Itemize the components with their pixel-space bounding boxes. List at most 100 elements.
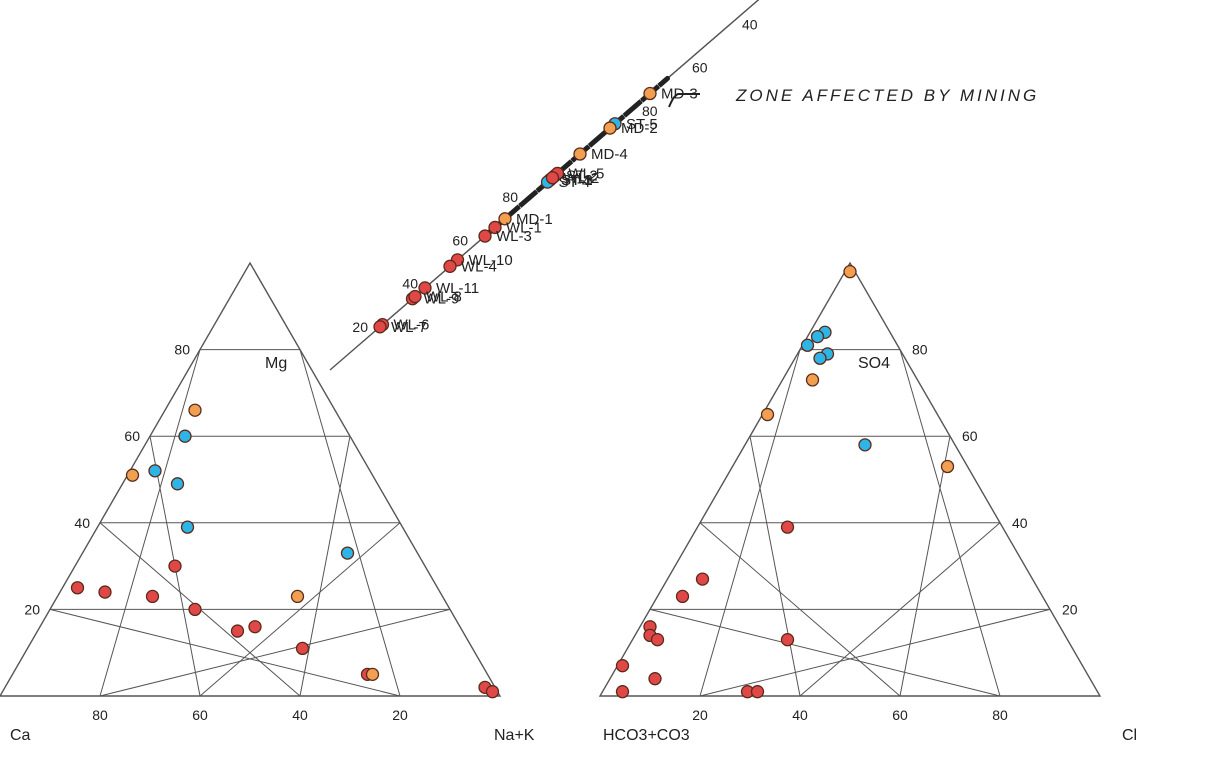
cation-point-5 xyxy=(170,477,185,491)
cation-point-6 xyxy=(180,520,195,534)
tick-anion-bottom-80: 80 xyxy=(992,707,1008,723)
cation-point-16 xyxy=(295,641,310,656)
diamond-point-wl-3 xyxy=(478,229,492,243)
cation-point-3 xyxy=(148,464,162,478)
cation-point-2 xyxy=(178,429,192,443)
diamond-point-wl-1 xyxy=(488,220,502,235)
cation-point-4 xyxy=(125,468,140,482)
data-points xyxy=(70,86,955,699)
cation-point-9 xyxy=(70,581,85,595)
anion-point-13 xyxy=(675,589,690,604)
anion-point-22 xyxy=(750,685,765,699)
tick-diamond-upper-right-60: 60 xyxy=(692,60,708,76)
tick-cation-bottom-80: 80 xyxy=(92,707,108,723)
point-label-wl-1: WL-1 xyxy=(506,219,542,236)
tick-cation-bottom-60: 60 xyxy=(192,707,208,723)
point-labels: MD-4 ST-2ST-3ST-1 MD-1 ST-4 MD-3 WL-10 ST-5 WL-… xyxy=(391,86,698,336)
anion-grid-line-cl-60 xyxy=(699,522,901,697)
tick-anion-right-40: 40 xyxy=(1012,515,1028,531)
point-label-wl-6: WL-6 xyxy=(394,317,430,334)
title-hco3-co3: HCO3+CO3 xyxy=(603,727,690,744)
diamond-point-wl-4 xyxy=(443,259,457,273)
anion-grid-line-hco3-40 xyxy=(799,522,1001,697)
anion-point-18 xyxy=(615,659,630,673)
tick-anion-bottom-40: 40 xyxy=(792,707,808,723)
tick-diamond-upper-left-80: 80 xyxy=(502,189,518,205)
anion-grid-line-cl-40 xyxy=(749,436,801,697)
anion-grid-line-hco3-60 xyxy=(899,436,951,697)
diamond-point-wl-2 xyxy=(545,171,560,185)
tick-anion-bottom-60: 60 xyxy=(892,707,908,723)
title-na-k: Na+K xyxy=(494,727,535,744)
tick-diamond-upper-right-80: 80 xyxy=(642,103,658,119)
anion-point-6 xyxy=(813,351,827,365)
point-label-md-1: MD-1 xyxy=(516,211,553,228)
anion-point-16 xyxy=(650,633,665,647)
diamond-point-md-3 xyxy=(643,86,657,101)
tick-anion-bottom-20: 20 xyxy=(692,707,708,723)
tick-diamond-upper-left-20: 20 xyxy=(352,319,368,335)
point-label-wl-5: WL-5 xyxy=(569,165,605,182)
annotation-text: ZONE AFFECTED BY MINING xyxy=(735,86,1039,105)
tick-anion-right-60: 60 xyxy=(962,428,978,444)
cation-point-13 xyxy=(188,602,202,617)
annotation-leader-line xyxy=(668,93,700,108)
cation-point-14 xyxy=(230,624,245,638)
cation-point-10 xyxy=(98,585,112,599)
anion-point-3 xyxy=(810,329,825,344)
tick-anion-right-80: 80 xyxy=(912,342,928,358)
tick-cation-bottom-20: 20 xyxy=(392,707,408,723)
anion-point-17 xyxy=(780,633,795,647)
anion-grid-line-hco3-80 xyxy=(899,349,1001,697)
point-label-st-4: ST-4 xyxy=(559,174,591,191)
anion-point-4 xyxy=(800,338,815,352)
cation-point-20 xyxy=(485,685,500,699)
cation-grid-line-ca-20 xyxy=(99,608,451,697)
cation-grid-line-ca-60 xyxy=(299,436,351,697)
point-label-md-2: MD-2 xyxy=(621,120,658,137)
diamond-point-md-1 xyxy=(498,212,512,226)
tick-diamond-upper-left-40: 40 xyxy=(402,276,418,292)
tick-labels: 80 60 40 20 20 40 60 80 20 40 60 80 20 40 60 80 20 40 60 80… xyxy=(24,16,1078,723)
anion-point-7 xyxy=(805,373,820,387)
cation-grid-line-ca-80 xyxy=(299,349,401,697)
anion-point-9 xyxy=(858,438,872,452)
point-label-st-5: ST-5 xyxy=(626,116,658,133)
diamond-point-md-4 xyxy=(573,147,587,161)
point-label-wl-4: WL-4 xyxy=(461,258,497,275)
diamond-point-wl-7 xyxy=(373,320,387,334)
title-so4: SO4 xyxy=(858,355,890,372)
cation-point-8 xyxy=(168,559,182,573)
anion-point-19 xyxy=(648,672,662,686)
anion-grid-line-hco3-20 xyxy=(699,608,1051,697)
tick-cation-left-40: 40 xyxy=(74,515,90,531)
tick-diamond-upper-right-40: 40 xyxy=(742,16,758,32)
cation-point-18 xyxy=(365,667,380,681)
tick-anion-right-20: 20 xyxy=(1062,601,1078,617)
cation-grid-line-ca-40 xyxy=(199,522,401,697)
anion-grid-line-cl-80 xyxy=(649,608,1001,697)
point-label-wl-2: WL-2 xyxy=(564,170,600,187)
diamond-point-wl-8 xyxy=(408,289,422,304)
point-label-wl-8: WL-8 xyxy=(426,289,462,306)
point-label-st-2: ST-2 xyxy=(566,168,598,185)
anion-point-8 xyxy=(760,407,775,422)
point-label-wl-11: WL-11 xyxy=(436,280,479,297)
cation-triangle xyxy=(0,261,502,697)
zone-annotation: ZONE AFFECTED BY MINING xyxy=(668,86,1039,108)
diamond-point-md-2 xyxy=(603,121,617,135)
point-label-wl-7: WL-7 xyxy=(391,319,427,336)
title-cl: Cl xyxy=(1122,727,1137,744)
tick-cation-left-60: 60 xyxy=(124,428,140,444)
tick-cation-bottom-40: 40 xyxy=(292,707,308,723)
anion-point-20 xyxy=(615,685,630,699)
anion-point-1 xyxy=(843,265,857,279)
point-label-wl-10: WL-10 xyxy=(469,252,513,269)
title-ca: Ca xyxy=(10,727,31,744)
point-label-md-4: MD-4 xyxy=(591,146,628,163)
cation-point-11 xyxy=(145,589,160,604)
axis-titles: Ca Mg Na+K HCO3+CO3 SO4 Cl xyxy=(10,355,1137,744)
cation-point-7 xyxy=(340,546,355,560)
